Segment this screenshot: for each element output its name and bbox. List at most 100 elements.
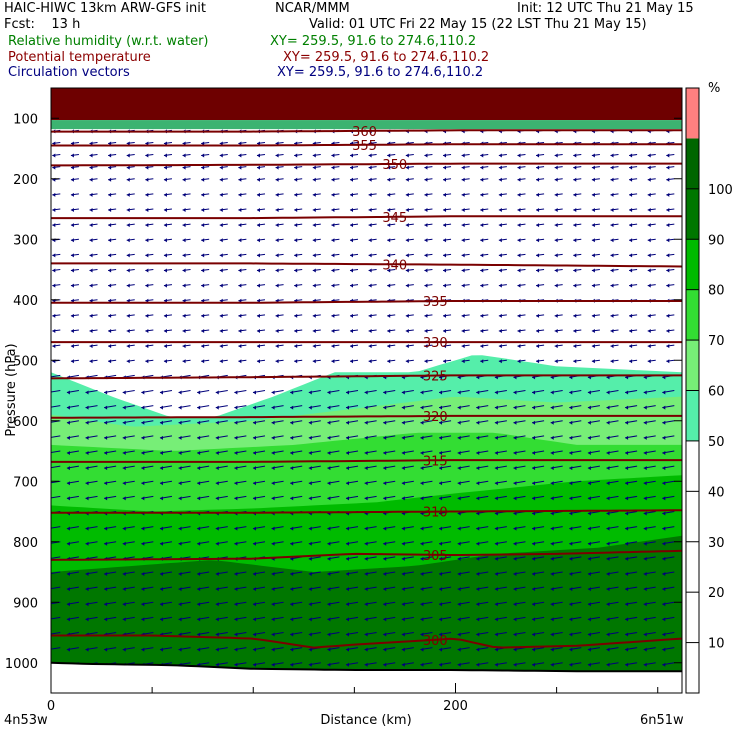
- circulation-vector: [587, 450, 600, 455]
- circulation-vector: [536, 268, 545, 273]
- circulation-vector: [420, 571, 433, 576]
- circulation-vector: [587, 420, 600, 425]
- circulation-vector: [405, 223, 414, 228]
- circulation-vector: [104, 420, 117, 425]
- circulation-vector: [662, 541, 675, 546]
- circulation-vector: [494, 435, 507, 440]
- circulation-vector: [554, 268, 563, 273]
- circulation-vector: [201, 141, 210, 146]
- circulation-vector: [606, 647, 619, 652]
- circulation-vector: [643, 586, 656, 592]
- isentrope-305: [51, 549, 682, 561]
- circulation-vector: [401, 480, 414, 486]
- circulation-vector: [666, 223, 675, 228]
- circulation-vector: [554, 208, 563, 212]
- circulation-vector: [610, 253, 619, 258]
- circulation-vector: [364, 586, 377, 592]
- circulation-vector: [438, 480, 452, 486]
- circulation-vector: [569, 526, 582, 531]
- circulation-vector: [591, 344, 600, 349]
- circulation-vector: [104, 435, 117, 440]
- circulation-vector: [331, 329, 340, 333]
- circulation-vector: [420, 647, 433, 652]
- circulation-vector: [219, 253, 228, 258]
- circulation-vector: [531, 405, 545, 410]
- circulation-vector: [238, 298, 247, 303]
- circulation-vector: [424, 253, 433, 258]
- circulation-vector: [424, 153, 433, 158]
- circulation-vector: [163, 223, 173, 228]
- circulation-vector: [122, 405, 135, 410]
- isentrope-340: [51, 262, 682, 268]
- circulation-vector: [234, 647, 247, 652]
- y-tick-label: 500: [13, 354, 38, 369]
- circulation-vector: [606, 571, 619, 576]
- circulation-vector: [647, 177, 656, 182]
- colorbar-label: 90: [708, 233, 725, 248]
- circulation-vector: [498, 238, 507, 243]
- circulation-vector: [476, 480, 489, 486]
- circulation-vector: [480, 208, 489, 212]
- circulation-vector: [312, 208, 321, 212]
- circulation-vector: [349, 192, 359, 197]
- x-axis-label: Distance (km): [320, 713, 411, 728]
- circulation-vector: [70, 253, 79, 258]
- circulation-vector: [141, 450, 154, 455]
- circulation-vector: [312, 268, 321, 273]
- circulation-vector: [219, 177, 228, 182]
- circulation-vector: [252, 526, 266, 531]
- circulation-vector: [126, 283, 135, 288]
- circulation-vector: [85, 390, 98, 395]
- circulation-vector: [271, 571, 284, 576]
- circulation-vector: [66, 405, 79, 410]
- circulation-vector: [457, 390, 470, 395]
- circulation-vector: [126, 177, 135, 182]
- circulation-vector: [364, 465, 377, 471]
- circulation-vector: [591, 208, 600, 212]
- circulation-vector: [550, 465, 563, 471]
- y-tick-label: 1000: [5, 657, 38, 672]
- circulation-vector: [587, 511, 600, 516]
- circulation-vector: [219, 165, 228, 170]
- circulation-vector: [252, 541, 266, 546]
- circulation-vector: [606, 480, 619, 486]
- circulation-vector: [122, 586, 135, 592]
- circulation-vector: [159, 435, 173, 440]
- circulation-vector: [662, 465, 675, 471]
- circulation-vector: [457, 647, 470, 652]
- endpoint-right: 6n51w: [640, 713, 684, 728]
- circulation-vector: [442, 153, 452, 158]
- circulation-vector: [383, 586, 396, 592]
- x-tick-label: 200: [443, 699, 468, 714]
- circulation-vector: [126, 313, 135, 318]
- circulation-vector: [625, 662, 638, 667]
- circulation-vector: [368, 238, 377, 243]
- circulation-vector: [163, 253, 173, 258]
- circulation-vector: [238, 192, 247, 197]
- circulation-vector: [517, 329, 526, 333]
- top-layer-0: [51, 88, 682, 121]
- circulation-vector: [126, 268, 135, 273]
- circulation-vector: [275, 238, 284, 243]
- circulation-vector: [476, 495, 489, 501]
- circulation-vector: [591, 359, 600, 364]
- circulation-vector: [662, 480, 675, 486]
- circulation-vector: [569, 586, 582, 592]
- circulation-vector: [606, 616, 619, 622]
- circulation-vector: [159, 420, 173, 425]
- circulation-vector: [457, 662, 470, 667]
- circulation-vector: [573, 329, 582, 333]
- circulation-vector: [275, 153, 284, 158]
- circulation-vector: [647, 329, 656, 333]
- circulation-vector: [70, 268, 79, 273]
- circulation-vector: [85, 601, 98, 607]
- circulation-vector: [591, 253, 600, 258]
- circulation-vector: [383, 450, 396, 455]
- circulation-vector: [383, 526, 396, 531]
- circulation-vector: [569, 632, 582, 637]
- circulation-vector: [349, 165, 359, 170]
- circulation-vector: [215, 571, 228, 576]
- circulation-vector: [104, 601, 117, 607]
- circulation-vector: [66, 586, 79, 592]
- circulation-vector: [215, 526, 228, 531]
